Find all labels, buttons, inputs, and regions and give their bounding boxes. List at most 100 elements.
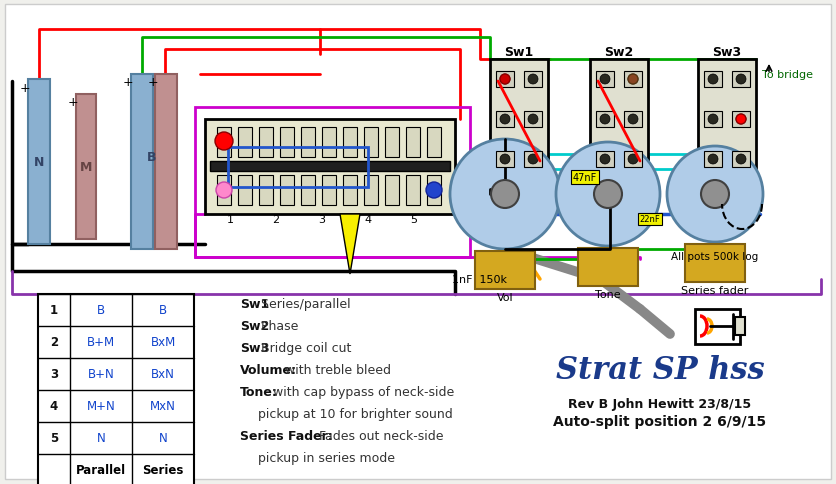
Bar <box>301 176 315 206</box>
Circle shape <box>667 147 763 242</box>
Text: N: N <box>97 432 105 445</box>
Text: Phase: Phase <box>257 319 298 333</box>
Circle shape <box>736 115 746 125</box>
Bar <box>322 176 336 206</box>
Text: Fades out neck-side: Fades out neck-side <box>315 429 444 442</box>
Bar <box>76 95 96 240</box>
Text: 22nF: 22nF <box>640 215 660 224</box>
Text: +: + <box>68 96 79 109</box>
Bar <box>205 120 455 214</box>
Text: 4: 4 <box>364 214 371 225</box>
Bar <box>698 60 756 190</box>
Bar <box>735 318 745 335</box>
Bar <box>322 128 336 158</box>
Bar <box>524 112 542 128</box>
Text: with cap bypass of neck-side: with cap bypass of neck-side <box>269 385 454 398</box>
Bar <box>624 72 642 88</box>
Text: pickup in series mode: pickup in series mode <box>258 451 395 464</box>
Bar <box>490 60 548 190</box>
Text: 5: 5 <box>50 432 59 445</box>
Bar <box>406 128 420 158</box>
Bar <box>732 112 750 128</box>
Text: B+M: B+M <box>87 336 115 349</box>
Bar <box>38 294 194 484</box>
Bar <box>524 151 542 167</box>
Bar <box>364 128 378 158</box>
Bar <box>217 128 231 158</box>
Bar <box>385 128 399 158</box>
Bar <box>280 128 294 158</box>
Bar <box>578 248 638 287</box>
Bar <box>695 309 740 344</box>
Bar <box>596 72 614 88</box>
Bar <box>427 128 441 158</box>
Bar <box>155 75 177 249</box>
Circle shape <box>736 75 746 85</box>
Text: 5: 5 <box>410 214 417 225</box>
Text: N: N <box>33 156 44 169</box>
Text: with treble bleed: with treble bleed <box>281 363 390 376</box>
Bar <box>704 112 722 128</box>
Text: Tone:: Tone: <box>240 385 278 398</box>
Text: B: B <box>159 304 167 317</box>
Text: 47nF: 47nF <box>573 173 597 182</box>
Bar <box>590 60 648 190</box>
Circle shape <box>600 155 610 165</box>
Text: BxM: BxM <box>150 336 176 349</box>
Bar <box>28 80 50 244</box>
Bar <box>732 72 750 88</box>
Text: B+N: B+N <box>88 368 115 381</box>
Text: 1: 1 <box>50 304 58 317</box>
Circle shape <box>628 115 638 125</box>
Circle shape <box>216 182 232 198</box>
Circle shape <box>708 115 718 125</box>
Circle shape <box>701 181 729 209</box>
Circle shape <box>528 115 538 125</box>
Bar <box>195 108 470 257</box>
Bar <box>385 176 399 206</box>
Bar <box>238 176 252 206</box>
Bar <box>496 112 514 128</box>
Bar <box>364 176 378 206</box>
Text: M: M <box>79 161 92 174</box>
Text: Strat SP hss: Strat SP hss <box>556 354 764 385</box>
Bar <box>301 128 315 158</box>
Text: Series fader: Series fader <box>681 286 749 295</box>
Text: N: N <box>159 432 167 445</box>
Text: Parallel: Parallel <box>76 464 126 477</box>
Circle shape <box>736 115 746 125</box>
Circle shape <box>500 75 510 85</box>
Text: +: + <box>148 76 158 90</box>
Bar <box>596 151 614 167</box>
Bar <box>238 128 252 158</box>
Bar <box>343 128 357 158</box>
Text: pickup at 10 for brighter sound: pickup at 10 for brighter sound <box>258 407 453 420</box>
Text: Series: Series <box>142 464 184 477</box>
Text: 4: 4 <box>50 400 59 413</box>
Bar <box>596 112 614 128</box>
Circle shape <box>628 75 638 85</box>
Text: Sw3: Sw3 <box>712 45 742 59</box>
Bar <box>217 176 231 206</box>
Circle shape <box>628 75 638 85</box>
Text: Tone: Tone <box>595 289 621 300</box>
Circle shape <box>736 155 746 165</box>
Circle shape <box>600 115 610 125</box>
Text: 3: 3 <box>319 214 325 225</box>
Text: Bridge coil cut: Bridge coil cut <box>257 341 352 354</box>
Bar <box>259 128 273 158</box>
Text: MxN: MxN <box>150 400 176 413</box>
Text: Sw1: Sw1 <box>240 297 269 310</box>
Bar <box>475 252 535 289</box>
Circle shape <box>556 143 660 246</box>
Bar <box>496 151 514 167</box>
Circle shape <box>500 75 510 85</box>
Text: 1nF  150k: 1nF 150k <box>452 274 507 285</box>
Circle shape <box>594 181 622 209</box>
Bar <box>280 176 294 206</box>
Text: B: B <box>147 151 157 164</box>
Text: To bridge: To bridge <box>762 70 813 80</box>
Bar <box>624 151 642 167</box>
Text: M+N: M+N <box>87 400 115 413</box>
Text: BxN: BxN <box>151 368 175 381</box>
